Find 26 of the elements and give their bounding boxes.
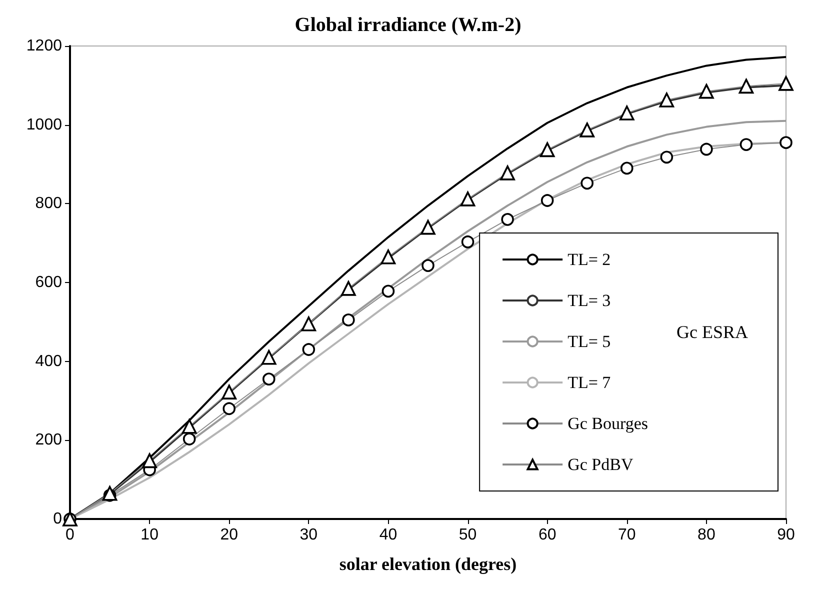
y-tick-label: 1000: [26, 116, 62, 134]
annotation: Gc ESRA: [676, 322, 748, 342]
x-tick-label: 80: [698, 526, 716, 544]
x-tick-label: 10: [140, 526, 159, 544]
x-tick-label: 0: [66, 526, 75, 544]
x-tick-label: 50: [458, 526, 477, 544]
y-tick-label: 0: [53, 510, 62, 528]
legend-label: TL= 7: [568, 373, 612, 392]
y-tick-label: 400: [35, 352, 62, 370]
x-tick-label: 30: [300, 526, 318, 544]
x-tick-label: 70: [618, 526, 636, 544]
x-axis-title: solar elevation (degres): [339, 554, 517, 574]
x-tick-label: 40: [379, 526, 398, 544]
y-tick-label: 1200: [26, 38, 62, 54]
y-tick-label: 600: [35, 274, 62, 291]
legend-label: TL= 2: [568, 250, 611, 269]
legend-label: TL= 5: [568, 332, 611, 351]
y-tick-label: 800: [35, 195, 62, 212]
legend-label: TL= 3: [568, 291, 611, 310]
x-tick-label: 60: [538, 526, 556, 544]
x-tick-label: 90: [777, 526, 795, 544]
legend-label: Gc PdBV: [568, 455, 634, 474]
legend-label: Gc Bourges: [568, 414, 648, 433]
chart-title: Global irradiance (W.m-2): [294, 14, 522, 36]
x-tick-label: 20: [220, 526, 238, 544]
y-tick-label: 200: [35, 432, 62, 449]
